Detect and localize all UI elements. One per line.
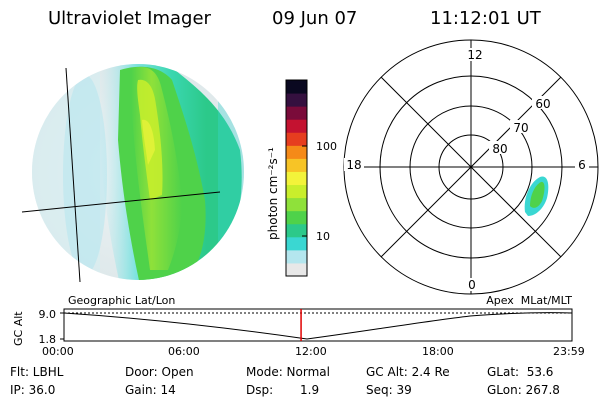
y-tick-9: 9.0: [39, 308, 57, 321]
glat-status: GLat: 53.6: [487, 365, 554, 379]
timeline-left-label: Geographic Lat/Lon: [68, 294, 175, 307]
colorbar-frame: [285, 79, 308, 277]
colorbar-segment: [286, 184, 307, 199]
polar-mlt-plot: [343, 39, 599, 295]
mlt-label-12: 12: [467, 48, 482, 62]
mode-status: Mode: Normal: [246, 365, 330, 379]
x-tick-1200: 12:00: [295, 345, 327, 358]
colorbar-segment: [286, 158, 307, 172]
emission-patch: [524, 176, 549, 216]
colorbar-segment: [286, 145, 307, 159]
colorbar-segment: [286, 80, 307, 94]
colorbar-segment: [286, 223, 307, 238]
colorbar-segment: [286, 262, 307, 277]
colorbar-label-100: 100: [316, 140, 337, 153]
colorbar-segment: [286, 132, 307, 146]
gain-status: Gain: 14: [125, 383, 176, 397]
mlat-label-70: 70: [513, 121, 528, 135]
mlt-label-0: 0: [468, 278, 476, 292]
door-status: Door: Open: [125, 365, 194, 379]
gc-alt-status: GC Alt: 2.4 Re: [366, 365, 450, 379]
mlt-label-18: 18: [346, 158, 361, 172]
observation-time: 11:12:01 UT: [430, 8, 541, 29]
x-tick-2359: 23:59: [553, 345, 585, 358]
filter-status: Flt: LBHL: [10, 365, 64, 379]
x-tick-0000: 00:00: [42, 345, 74, 358]
colorbar-segment: [286, 119, 307, 133]
x-tick-1800: 18:00: [422, 345, 454, 358]
seq-status: Seq: 39: [366, 383, 412, 397]
dsp-value: 1.9: [300, 383, 320, 397]
colorbar-unit-label: photon cm⁻²s⁻¹: [266, 147, 280, 240]
earth-image: [21, 64, 244, 283]
colorbar-segment: [286, 197, 307, 212]
mlat-label-60: 60: [535, 97, 550, 111]
color-scale-bar: [285, 79, 308, 277]
x-tick-0600: 06:00: [168, 345, 200, 358]
timeline-axis-title: GC Alt: [12, 311, 25, 346]
colorbar-label-10: 10: [316, 230, 330, 243]
colorbar-segment: [286, 249, 307, 264]
colorbar-segment: [286, 210, 307, 225]
ip-status: IP: 36.0: [10, 383, 56, 397]
colorbar-segment: [286, 236, 307, 251]
mlt-label-6: 6: [578, 158, 586, 172]
timeline-right-label: Apex MLat/MLT: [486, 294, 572, 307]
mlat-label-80: 80: [492, 142, 507, 156]
y-tick-1-8: 1.8: [39, 333, 57, 346]
colorbar-segment: [286, 106, 307, 120]
glon-status: GLon: 267.8: [487, 383, 560, 397]
altitude-timeline: [60, 308, 573, 342]
observation-date: 09 Jun 07: [272, 8, 358, 29]
instrument-title: Ultraviolet Imager: [48, 8, 211, 29]
dsp-label: Dsp:: [246, 383, 274, 397]
colorbar-segment: [286, 93, 307, 107]
colorbar-segment: [286, 171, 307, 186]
